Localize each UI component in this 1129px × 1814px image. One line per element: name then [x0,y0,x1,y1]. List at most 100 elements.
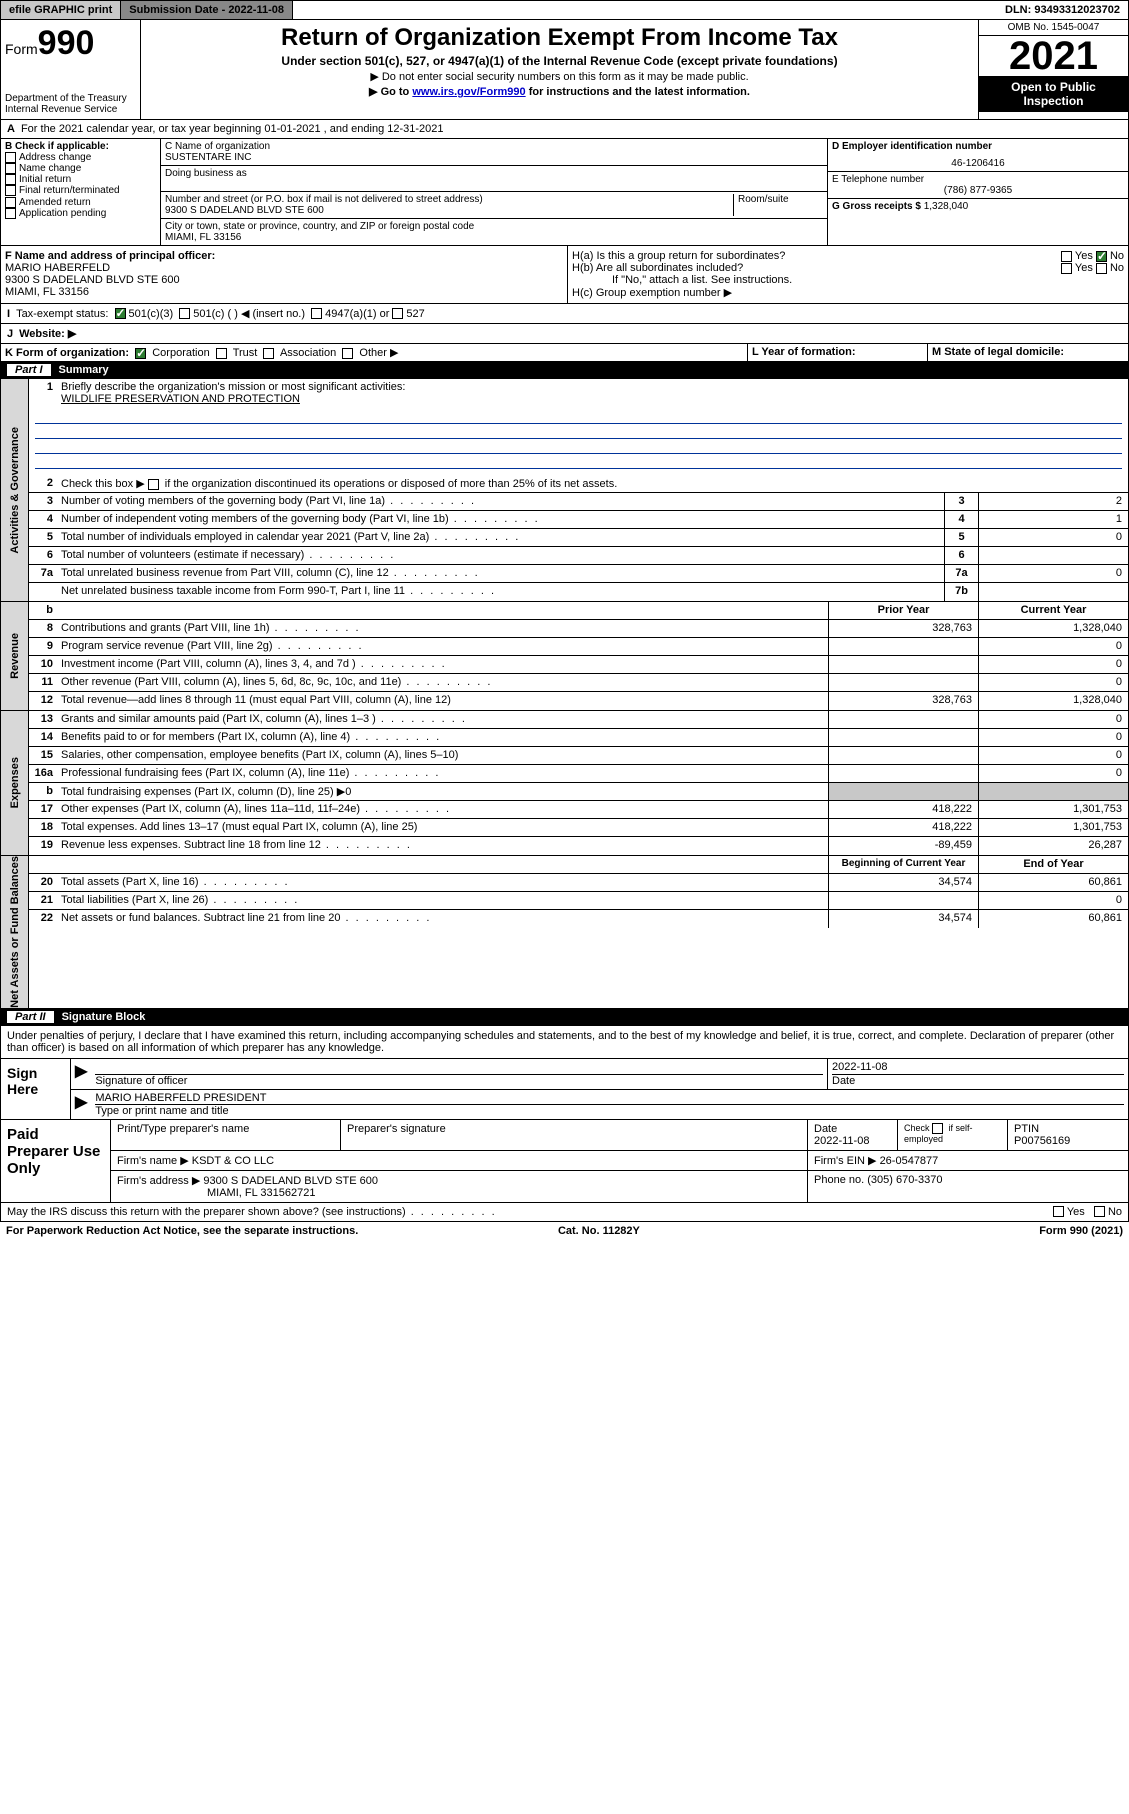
row-num: 9 [29,638,57,655]
revenue-section: Revenue bPrior YearCurrent Year 8Contrib… [0,602,1129,711]
row-desc: Net unrelated business taxable income fr… [57,583,944,601]
efile-print-button[interactable]: efile GRAPHIC print [1,1,121,19]
row-cy [978,783,1128,800]
row-num [29,583,57,601]
no-label-2: No [1110,262,1124,274]
net-assets-section: Net Assets or Fund Balances Beginning of… [0,856,1129,1009]
tab-activities-governance: Activities & Governance [1,379,29,601]
box-h: H(a) Is this a group return for subordin… [568,246,1128,303]
checkbox-ha-no[interactable] [1096,251,1107,262]
opt-501c: 501(c) ( ) ◀ (insert no.) [193,307,305,320]
sign-here-label: Sign Here [1,1059,71,1119]
yes-label-2: Yes [1075,262,1093,274]
expenses-section: Expenses 13Grants and similar amounts pa… [0,711,1129,856]
row-py [828,729,978,746]
checkbox-self-employed[interactable] [932,1123,943,1134]
row-num: 21 [29,892,57,909]
row-num [29,856,57,873]
row-box: 7a [944,565,978,582]
form-ref: Form 990 (2021) [1039,1225,1123,1237]
form-header: Form990 Department of the Treasury Inter… [0,20,1129,120]
row-num: 11 [29,674,57,691]
checkbox-hb-yes[interactable] [1061,263,1072,274]
col-current-year: Current Year [978,602,1128,619]
checkbox-trust[interactable] [216,348,227,359]
row-py: 328,763 [828,620,978,637]
officer-name: MARIO HABERFELD [5,262,110,274]
checkbox-final[interactable] [5,185,16,196]
row-desc [57,602,828,619]
row-cy: 0 [978,729,1128,746]
instructions-link[interactable]: www.irs.gov/Form990 [412,86,525,98]
row-num: 12 [29,692,57,710]
part-2-num: Part II [7,1011,54,1023]
mission-rule-lines [29,407,1128,475]
form-label: Form [5,41,38,57]
part-2-header: Part II Signature Block [0,1009,1129,1026]
checkbox-address-change[interactable] [5,152,16,163]
checkbox-hb-no[interactable] [1096,263,1107,274]
part-1-num: Part I [7,364,51,376]
row-box: 4 [944,511,978,528]
row-num: 14 [29,729,57,746]
row-desc: Total number of individuals employed in … [57,529,944,546]
checkbox-assoc[interactable] [263,348,274,359]
phone-label: E Telephone number [832,174,924,185]
box-b: B Check if applicable: Address change Na… [1,139,161,245]
row-num: 20 [29,874,57,891]
checkbox-discontinued[interactable] [148,479,159,490]
row-box: 5 [944,529,978,546]
row-desc: Number of voting members of the governin… [57,493,944,510]
checkbox-pending[interactable] [5,208,16,219]
hb-text: H(b) Are all subordinates included? [572,262,743,274]
col-prior-year: Prior Year [828,602,978,619]
row-cy: 0 [978,674,1128,691]
checkbox-501c3[interactable] [115,308,126,319]
row-py [828,892,978,909]
row-desc: Investment income (Part VIII, column (A)… [57,656,828,673]
checkbox-initial[interactable] [5,174,16,185]
opt-527: 527 [406,308,424,320]
checkbox-corp[interactable] [135,348,146,359]
row-py: 34,574 [828,874,978,891]
note2-pre: ▶ Go to [369,86,412,98]
row-cy: 1,328,040 [978,620,1128,637]
checkbox-discuss-yes[interactable] [1053,1206,1064,1217]
checkbox-501c[interactable] [179,308,190,319]
opt-initial: Initial return [19,174,71,185]
row-num: 7a [29,565,57,582]
row-desc: Total liabilities (Part X, line 26) [57,892,828,909]
row-val: 0 [978,529,1128,546]
checkbox-other[interactable] [342,348,353,359]
checkbox-4947[interactable] [311,308,322,319]
checkbox-discuss-no[interactable] [1094,1206,1105,1217]
checkbox-ha-yes[interactable] [1061,251,1072,262]
line-klm: K Form of organization: Corporation Trus… [0,344,1129,362]
note2-post: for instructions and the latest informat… [526,86,750,98]
row-cy: 60,861 [978,874,1128,891]
org-address: 9300 S DADELAND BLVD STE 600 [165,205,324,216]
line-i-label: I [7,308,10,320]
checkbox-amended[interactable] [5,197,16,208]
hb-note: If "No," attach a list. See instructions… [572,274,1124,286]
opt-501c3: 501(c)(3) [129,308,174,320]
row-desc: Number of independent voting members of … [57,511,944,528]
room-label: Room/suite [738,194,789,205]
discuss-line: May the IRS discuss this return with the… [0,1203,1129,1222]
row-cy: 1,301,753 [978,819,1128,836]
row-py: 328,763 [828,692,978,710]
line-j-label: J [7,328,13,340]
sig-label: Signature of officer [95,1075,187,1087]
signature-block: Sign Here ▶ Signature of officer 2022-11… [0,1059,1129,1120]
row-py [828,656,978,673]
row-desc: Grants and similar amounts paid (Part IX… [57,711,828,728]
officer-label: F Name and address of principal officer: [5,250,215,262]
opt-pending: Application pending [19,208,106,219]
part-1-header: Part I Summary [0,362,1129,379]
line-j-text: Website: ▶ [19,327,76,340]
checkbox-527[interactable] [392,308,403,319]
org-name-label: C Name of organization [165,141,270,152]
checkbox-name-change[interactable] [5,163,16,174]
submission-date-button[interactable]: Submission Date - 2022-11-08 [121,1,293,19]
row-num: 15 [29,747,57,764]
